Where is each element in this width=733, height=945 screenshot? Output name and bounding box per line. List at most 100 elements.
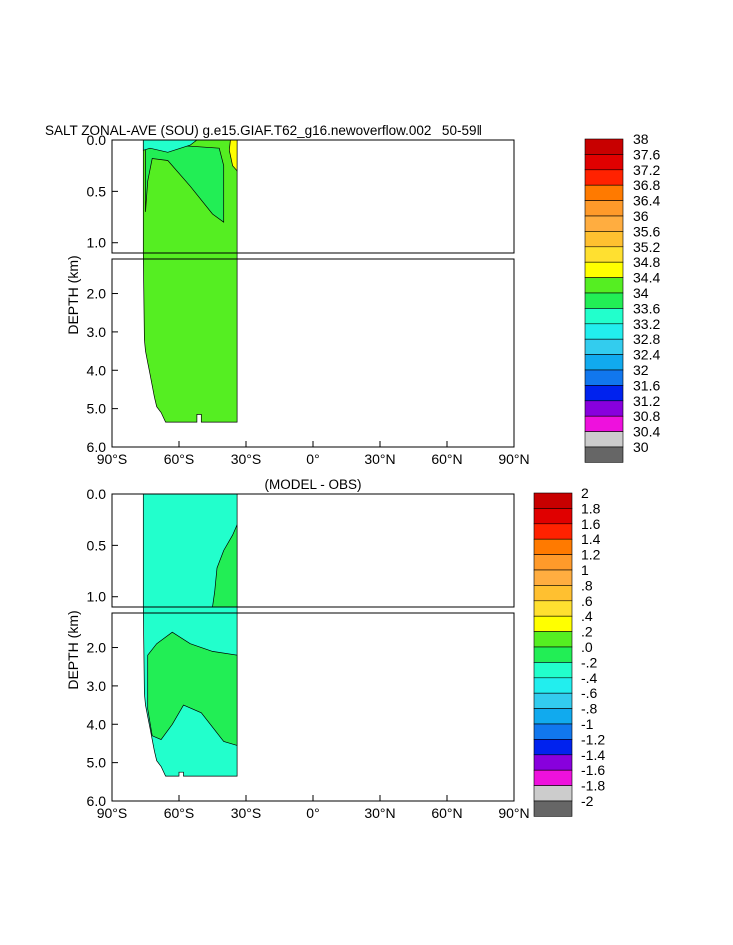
colorbar-label: 1.4 <box>581 531 601 547</box>
y-tick-label: 4.0 <box>87 716 107 732</box>
colorbar-label: .8 <box>581 577 593 593</box>
colorbar-swatch <box>533 508 573 525</box>
colorbar-label: -.4 <box>581 670 598 686</box>
y-tick-label: 5.0 <box>87 755 107 771</box>
colorbar-label: -.6 <box>581 685 598 701</box>
bottom-title: (MODEL - OBS) <box>264 477 361 492</box>
colorbar-label: 1.2 <box>581 547 601 563</box>
y-tick-label: 2.0 <box>87 640 107 656</box>
colorbar-label: 2 <box>581 485 589 501</box>
colorbar-swatch <box>584 354 624 371</box>
colorbar-label: -1.4 <box>581 747 605 763</box>
top-title: SALT ZONAL-AVE (SOU) g.e15.GIAF.T62_g16.… <box>45 123 482 138</box>
bottom-ylabel: DEPTH (km) <box>65 610 81 689</box>
colorbar-swatch <box>584 431 624 448</box>
colorbar-label: 36 <box>633 208 649 224</box>
colorbar-swatch <box>584 308 624 325</box>
colorbar-swatch <box>584 154 624 171</box>
y-tick-label: 3.0 <box>87 324 107 340</box>
colorbar-label: -2 <box>581 793 594 809</box>
colorbar-label: 34.8 <box>633 254 660 270</box>
colorbar-label: .0 <box>581 639 593 655</box>
y-tick-label: 0.0 <box>87 486 107 502</box>
colorbar-swatch <box>584 231 624 248</box>
top-panel: SALT ZONAL-AVE (SOU) g.e15.GIAF.T62_g16.… <box>45 123 660 467</box>
colorbar-label: 1.6 <box>581 516 601 532</box>
top-field <box>142 139 238 423</box>
y-tick-label: 6.0 <box>87 793 107 809</box>
colorbar-swatch <box>533 723 573 740</box>
colorbar-swatch <box>533 769 573 786</box>
colorbar-label: 32.4 <box>633 347 660 363</box>
colorbar-label: 34 <box>633 285 649 301</box>
colorbar-label: .2 <box>581 624 593 640</box>
colorbar-swatch <box>533 600 573 617</box>
field-0.2-mid <box>147 631 238 746</box>
colorbar-label: 37.2 <box>633 162 660 178</box>
colorbar-label: -1 <box>581 716 594 732</box>
colorbar-label: 36.8 <box>633 177 660 193</box>
y-tick-label: 1.0 <box>87 235 107 251</box>
x-tick-label: 30°S <box>231 805 262 821</box>
colorbar-label: 38 <box>633 131 649 147</box>
colorbar-swatch <box>584 277 624 294</box>
colorbar-label: 32 <box>633 362 649 378</box>
top-ylabel: DEPTH (km) <box>65 255 81 334</box>
x-tick-label: 30°N <box>364 451 395 467</box>
colorbar-label: 35.6 <box>633 223 660 239</box>
colorbar-label: -1.8 <box>581 778 605 794</box>
colorbar-swatch <box>584 338 624 355</box>
bottom-x-axis: 90°S 60°S 30°S 0° 30°N 60°N 90°N <box>97 795 530 821</box>
y-tick-label: 2.0 <box>87 286 107 302</box>
colorbar-label: 31.2 <box>633 393 660 409</box>
colorbar-label: -.2 <box>581 654 598 670</box>
y-tick-label: 0.5 <box>87 537 107 553</box>
top-x-axis: 90°S 60°S 30°S 0° 30°N 60°N 90°N <box>97 441 530 467</box>
colorbar-label: 1 <box>581 562 589 578</box>
colorbar-swatch <box>533 492 573 509</box>
colorbar-swatch <box>533 631 573 648</box>
y-tick-label: 3.0 <box>87 678 107 694</box>
colorbar-swatch <box>533 800 573 817</box>
x-tick-label: 60°N <box>431 805 462 821</box>
y-tick-label: 5.0 <box>87 401 107 417</box>
colorbar-swatch <box>584 400 624 417</box>
colorbar-label: 37.6 <box>633 146 660 162</box>
colorbar-swatch <box>533 662 573 679</box>
colorbar-label: 30.4 <box>633 424 660 440</box>
colorbar-swatch <box>533 692 573 709</box>
bottom-panel: (MODEL - OBS) 0.00.51.02.03.04.05.06.0 9… <box>65 477 605 821</box>
bottom-upper-frame <box>111 493 515 608</box>
colorbar-label: 31.6 <box>633 377 660 393</box>
colorbar-swatch <box>584 385 624 402</box>
colorbar-swatch <box>584 215 624 232</box>
colorbar-swatch <box>584 323 624 340</box>
colorbar-swatch <box>584 138 624 155</box>
colorbar-label: 30.8 <box>633 408 660 424</box>
x-tick-label: 60°N <box>431 451 462 467</box>
field-34.0 <box>145 141 225 223</box>
colorbar-swatch <box>533 585 573 602</box>
colorbar-swatch <box>533 554 573 571</box>
colorbar-label: 33.2 <box>633 316 660 332</box>
y-tick-label: 6.0 <box>87 439 107 455</box>
colorbar-swatch <box>533 754 573 771</box>
bottom-y-axis: 0.0 0.5 1.0 2.0 3.0 4.0 5.0 6.0 <box>87 486 118 809</box>
colorbar-label: 34.4 <box>633 270 660 286</box>
colorbar-swatch <box>584 292 624 309</box>
x-tick-label: 60°S <box>164 805 195 821</box>
colorbar-swatch <box>533 615 573 632</box>
colorbar-swatch <box>584 169 624 186</box>
colorbar-label: 32.8 <box>633 331 660 347</box>
colorbar-swatch <box>584 246 624 263</box>
x-tick-label: 0° <box>306 805 319 821</box>
bottom-colorbar: 21.81.61.41.21.8.6.4.2.0-.2-.4-.6-.8-1-1… <box>533 485 605 817</box>
colorbar-swatch <box>533 708 573 725</box>
x-tick-label: 90°N <box>498 451 529 467</box>
colorbar-swatch <box>584 200 624 217</box>
top-colorbar: 3837.637.236.836.43635.635.234.834.43433… <box>584 131 660 463</box>
colorbar-label: 1.8 <box>581 500 601 516</box>
colorbar-label: 30 <box>633 439 649 455</box>
top-y-axis: 0.0 0.5 1.0 2.0 3.0 4.0 5.0 6.0 <box>87 132 118 455</box>
